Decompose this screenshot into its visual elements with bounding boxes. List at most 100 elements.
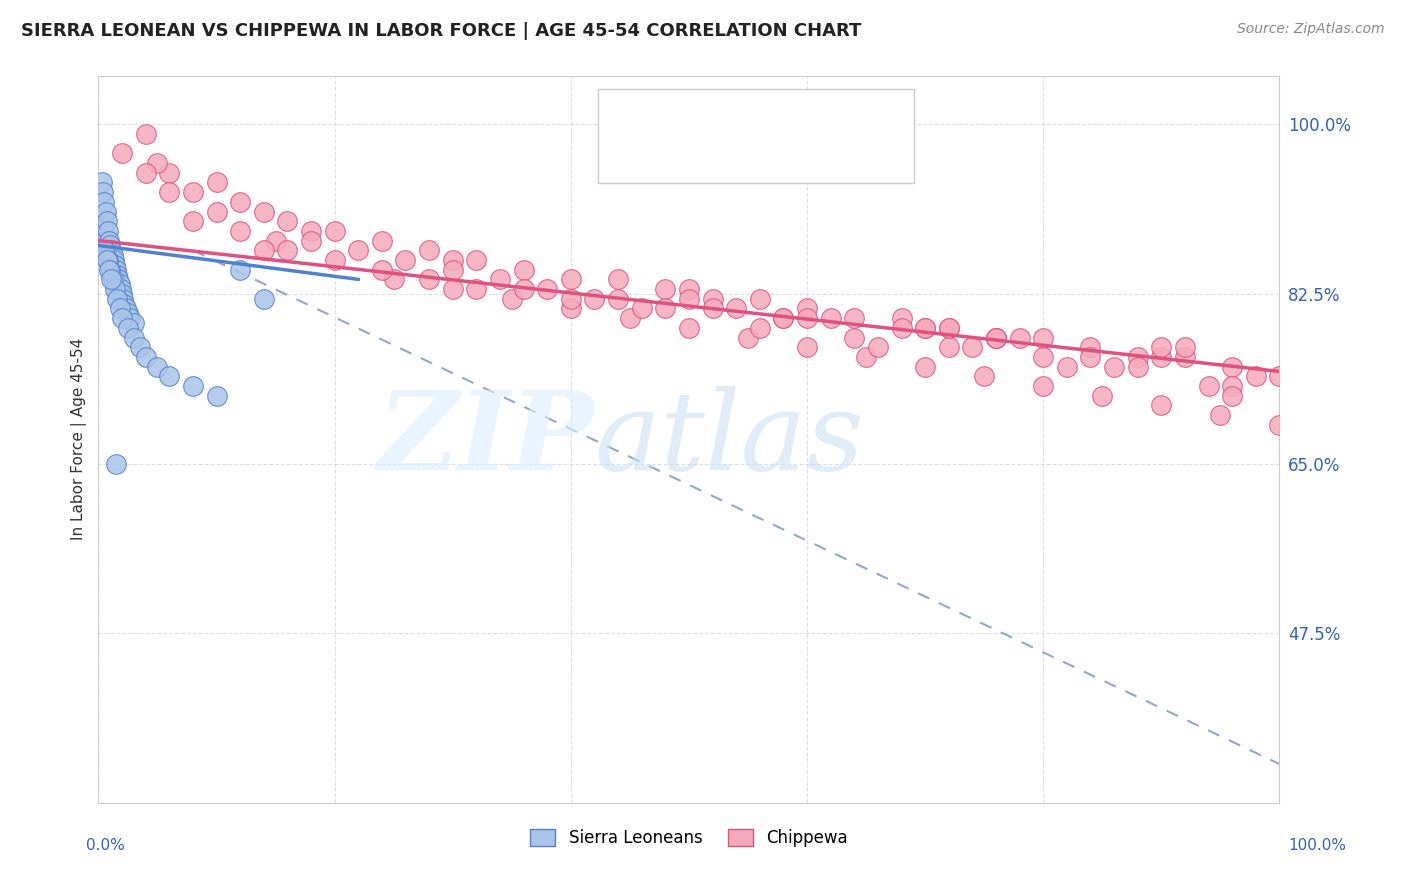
Point bbox=[97, 244, 120, 258]
Point bbox=[97, 224, 120, 238]
Point bbox=[114, 301, 136, 316]
Text: R = -0.261: R = -0.261 bbox=[655, 110, 763, 128]
Point bbox=[157, 369, 180, 384]
Point bbox=[394, 252, 416, 267]
Legend: Sierra Leoneans, Chippewa: Sierra Leoneans, Chippewa bbox=[524, 822, 853, 854]
Point bbox=[489, 272, 512, 286]
Point bbox=[984, 330, 1007, 344]
Point bbox=[1091, 389, 1114, 403]
Point bbox=[748, 321, 770, 335]
Text: 0.0%: 0.0% bbox=[86, 838, 125, 853]
Point bbox=[98, 238, 121, 252]
Point bbox=[253, 292, 276, 306]
Point bbox=[91, 185, 114, 199]
Point bbox=[890, 321, 912, 335]
Point bbox=[583, 292, 606, 306]
Point bbox=[1209, 408, 1232, 422]
Point bbox=[299, 224, 322, 238]
Point bbox=[229, 262, 252, 277]
Point bbox=[678, 321, 700, 335]
Point bbox=[1220, 379, 1243, 393]
Point bbox=[973, 369, 995, 384]
Point bbox=[229, 224, 252, 238]
Point bbox=[772, 311, 794, 326]
Text: Source: ZipAtlas.com: Source: ZipAtlas.com bbox=[1237, 22, 1385, 37]
Point bbox=[607, 292, 630, 306]
Point bbox=[914, 321, 936, 335]
Point bbox=[748, 292, 770, 306]
Point bbox=[111, 287, 134, 301]
Point bbox=[323, 224, 346, 238]
Point bbox=[866, 340, 889, 354]
Point bbox=[103, 252, 125, 267]
Point bbox=[382, 272, 405, 286]
Point bbox=[120, 311, 142, 326]
Point bbox=[94, 204, 117, 219]
Point bbox=[914, 359, 936, 374]
Point bbox=[1080, 340, 1102, 354]
Point bbox=[501, 292, 523, 306]
Point bbox=[512, 282, 534, 296]
Text: N = 104: N = 104 bbox=[789, 145, 865, 163]
Point bbox=[253, 204, 276, 219]
Point bbox=[465, 282, 488, 296]
Text: ZIP: ZIP bbox=[378, 385, 595, 493]
Point bbox=[1080, 350, 1102, 364]
Point bbox=[181, 379, 204, 393]
Point bbox=[104, 272, 127, 286]
Point bbox=[181, 185, 204, 199]
Y-axis label: In Labor Force | Age 45-54: In Labor Force | Age 45-54 bbox=[72, 338, 87, 541]
Point bbox=[105, 292, 128, 306]
Point bbox=[1174, 350, 1197, 364]
Point bbox=[157, 185, 180, 199]
Point bbox=[630, 301, 652, 316]
Point bbox=[1008, 330, 1031, 344]
Point bbox=[122, 316, 145, 330]
Point bbox=[146, 359, 169, 374]
Point bbox=[105, 268, 128, 282]
Text: 100.0%: 100.0% bbox=[1288, 838, 1347, 853]
Point bbox=[1032, 350, 1054, 364]
Point bbox=[1220, 359, 1243, 374]
Point bbox=[229, 194, 252, 209]
Point bbox=[536, 282, 558, 296]
Point bbox=[938, 321, 960, 335]
Point bbox=[108, 301, 131, 316]
Point bbox=[93, 194, 115, 209]
Point bbox=[772, 311, 794, 326]
Point bbox=[1032, 330, 1054, 344]
Point bbox=[1032, 379, 1054, 393]
Point bbox=[135, 127, 157, 141]
Point bbox=[702, 301, 724, 316]
Point bbox=[890, 311, 912, 326]
Point bbox=[1150, 350, 1173, 364]
Point bbox=[619, 311, 641, 326]
Point bbox=[253, 244, 276, 258]
Point bbox=[1126, 359, 1149, 374]
Point bbox=[441, 282, 464, 296]
Point bbox=[855, 350, 877, 364]
Point bbox=[737, 330, 759, 344]
Point bbox=[962, 340, 984, 354]
Point bbox=[465, 252, 488, 267]
Point bbox=[1102, 359, 1125, 374]
Point bbox=[146, 156, 169, 170]
Point bbox=[1126, 350, 1149, 364]
Point bbox=[347, 244, 370, 258]
Point bbox=[111, 311, 134, 326]
Point bbox=[91, 176, 114, 190]
Point bbox=[101, 272, 124, 286]
Point bbox=[1268, 417, 1291, 432]
Point bbox=[844, 330, 866, 344]
Point bbox=[844, 311, 866, 326]
Point bbox=[1174, 340, 1197, 354]
Point bbox=[104, 258, 127, 272]
Point bbox=[103, 268, 125, 282]
Point bbox=[97, 252, 120, 267]
Point bbox=[135, 166, 157, 180]
Point bbox=[796, 301, 818, 316]
Point bbox=[1268, 369, 1291, 384]
Point bbox=[98, 234, 121, 248]
Point bbox=[98, 248, 121, 262]
Point bbox=[984, 330, 1007, 344]
